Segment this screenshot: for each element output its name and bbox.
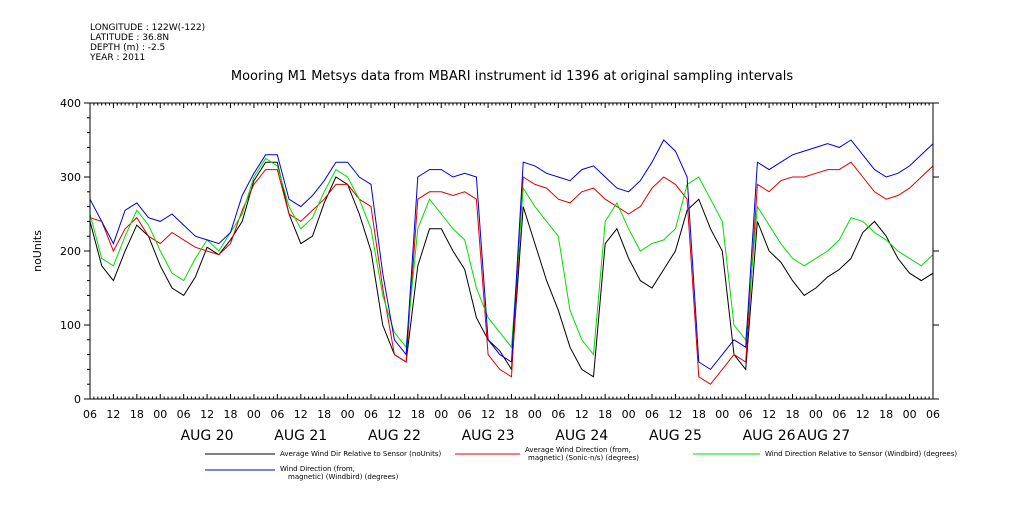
x-tick-label: 18 xyxy=(879,408,893,421)
metadata-line: LONGITUDE : 122W(-122) xyxy=(90,23,205,33)
x-tick-label: 06 xyxy=(458,408,472,421)
y-axis-label: noUnits xyxy=(31,230,44,272)
legend: Average Wind Dir Relative to Sensor (noU… xyxy=(205,446,957,481)
y-tick-label: 0 xyxy=(74,393,81,406)
x-tick-label: 00 xyxy=(903,408,917,421)
series-line-3 xyxy=(89,157,934,356)
metadata-line: YEAR : 2011 xyxy=(89,53,145,63)
legend-label-2: magnetic) (Sonic-n/s) (degrees) xyxy=(528,454,639,462)
x-tick-label: 06 xyxy=(177,408,191,421)
x-tick-label: 12 xyxy=(106,408,120,421)
x-tick-label: 06 xyxy=(926,408,940,421)
legend-label-4: magnetic) (Windbird) (degrees) xyxy=(288,473,399,481)
x-tick-label: 06 xyxy=(551,408,565,421)
x-tick-label: 00 xyxy=(528,408,542,421)
x-tick-label: 00 xyxy=(153,408,167,421)
x-tick-label: 12 xyxy=(668,408,682,421)
x-tick-label: 18 xyxy=(224,408,238,421)
x-date-label: AUG 24 xyxy=(555,428,608,444)
x-tick-label: 06 xyxy=(83,408,97,421)
axes: 0 100 200 300 400 06 12 18 00 06 12 18 00 06 12 18 00 06 1… xyxy=(60,97,940,444)
x-tick-label: 00 xyxy=(434,408,448,421)
x-tick-label: 00 xyxy=(247,408,261,421)
x-date-label: AUG 21 xyxy=(274,428,327,444)
x-tick-label: 12 xyxy=(856,408,870,421)
x-tick-label: 00 xyxy=(341,408,355,421)
x-date-label: AUG 22 xyxy=(368,428,421,444)
x-tick-label: 18 xyxy=(130,408,144,421)
x-tick-label: 18 xyxy=(505,408,519,421)
x-tick-label: 12 xyxy=(762,408,776,421)
x-tick-label: 18 xyxy=(598,408,612,421)
legend-label-4: Wind Direction (from, xyxy=(280,465,355,473)
x-date-label: AUG 27 xyxy=(797,428,850,444)
metadata-line: LATITUDE : 36.8N xyxy=(90,33,169,43)
y-tick-label: 400 xyxy=(60,97,81,110)
x-date-label: AUG 23 xyxy=(462,428,515,444)
x-tick-label: 06 xyxy=(270,408,284,421)
x-tick-label: 12 xyxy=(575,408,589,421)
chart-title: Mooring M1 Metsys data from MBARI instru… xyxy=(231,69,793,84)
x-tick-label: 12 xyxy=(200,408,214,421)
metadata-line: DEPTH (m) : -2.5 xyxy=(90,43,165,53)
legend-label-2: Average Wind Direction (from, xyxy=(525,446,631,454)
x-date-label: AUG 26 xyxy=(743,428,796,444)
metadata-block: LONGITUDE : 122W(-122) LATITUDE : 36.8N … xyxy=(89,23,205,63)
x-date-label: AUG 20 xyxy=(181,428,234,444)
y-tick-label: 200 xyxy=(60,245,81,258)
x-tick-label: 00 xyxy=(809,408,823,421)
x-tick-label: 18 xyxy=(411,408,425,421)
x-tick-label: 12 xyxy=(387,408,401,421)
y-tick-label: 300 xyxy=(60,171,81,184)
x-tick-label: 12 xyxy=(481,408,495,421)
x-tick-label: 06 xyxy=(739,408,753,421)
x-tick-label: 18 xyxy=(317,408,331,421)
plot-series xyxy=(89,139,934,385)
x-tick-label: 06 xyxy=(364,408,378,421)
x-tick-label: 00 xyxy=(715,408,729,421)
x-tick-label: 12 xyxy=(294,408,308,421)
legend-label-3: Wind Direction Relative to Sensor (Windb… xyxy=(765,450,957,458)
x-tick-label: 18 xyxy=(692,408,706,421)
x-tick-label: 06 xyxy=(645,408,659,421)
x-date-label: AUG 25 xyxy=(649,428,702,444)
x-tick-label: 18 xyxy=(786,408,800,421)
series-line-4 xyxy=(89,139,934,371)
y-tick-label: 100 xyxy=(60,319,81,332)
legend-label-1: Average Wind Dir Relative to Sensor (noU… xyxy=(280,450,441,458)
x-tick-label: 06 xyxy=(832,408,846,421)
x-tick-label: 00 xyxy=(622,408,636,421)
series-line-2 xyxy=(89,161,934,385)
